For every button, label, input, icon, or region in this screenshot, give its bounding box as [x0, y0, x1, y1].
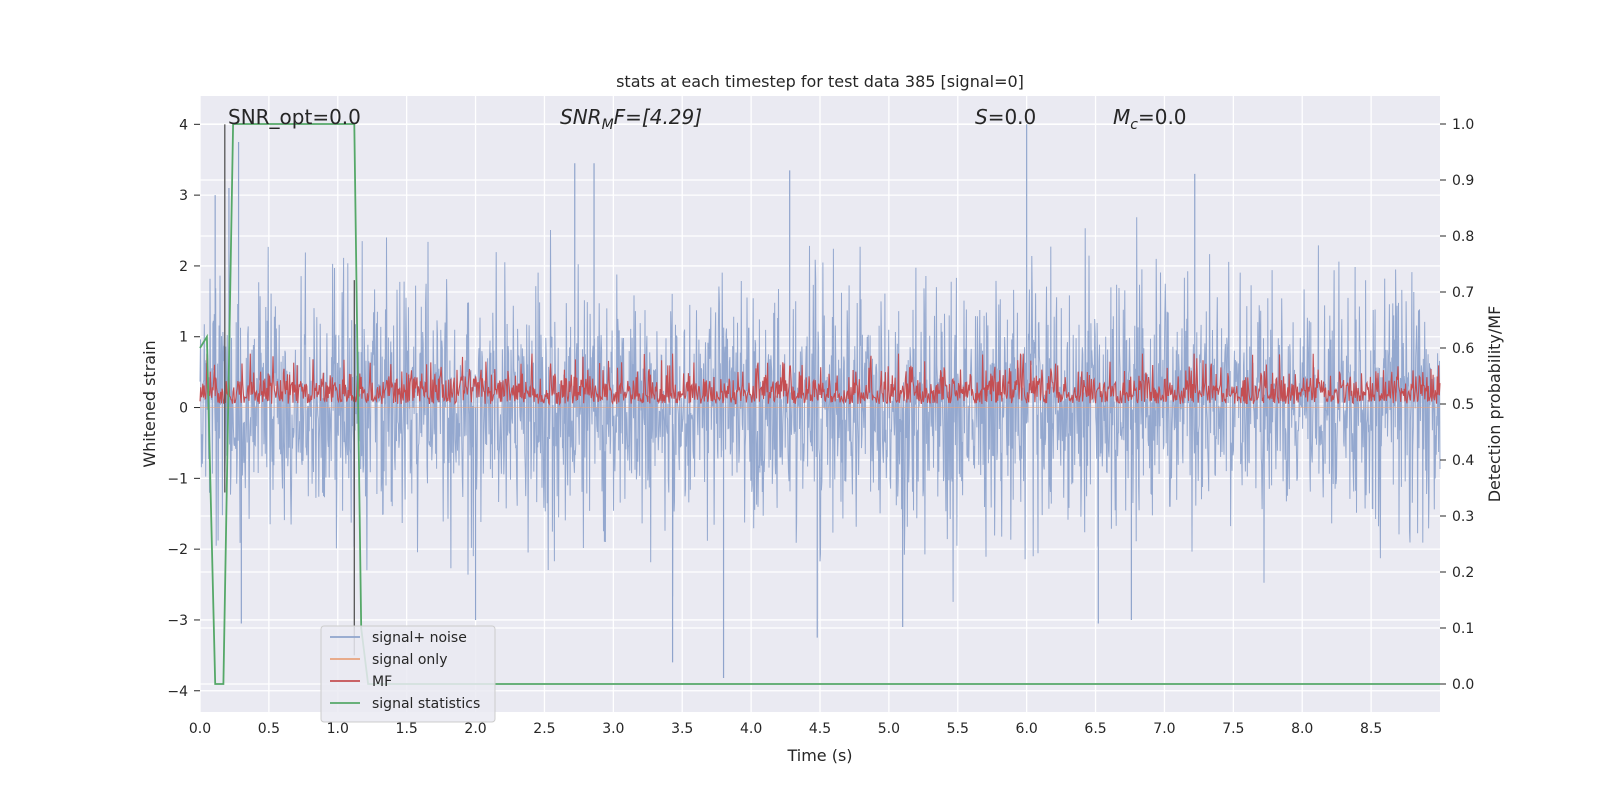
x-tick-label: 3.5 — [671, 721, 693, 737]
legend: signal+ noise signal only MF signal statist… — [320, 625, 496, 723]
legend-box — [320, 625, 496, 723]
y2-tick-label: 0.6 — [1452, 341, 1474, 357]
x-tick-label: 5.5 — [947, 721, 969, 737]
y-tick-label: 2 — [179, 259, 188, 275]
annotation-s: S=0.0 — [975, 105, 1036, 129]
y-tick-label: −4 — [167, 684, 188, 700]
x-tick-label: 6.0 — [1016, 721, 1038, 737]
x-tick-label: 6.5 — [1084, 721, 1106, 737]
x-tick-label: 2.0 — [464, 721, 486, 737]
y-tick-label: −3 — [167, 613, 188, 629]
vertical-markers — [224, 124, 355, 656]
chart-title: stats at each timestep for test data 385… — [616, 72, 1024, 91]
x-tick-label: 3.0 — [602, 721, 624, 737]
y2-tick-label: 0.3 — [1452, 509, 1474, 525]
legend-label: signal+ noise — [372, 630, 467, 646]
x-tick-label: 0.0 — [189, 721, 211, 737]
y2-tick-label: 0.9 — [1452, 173, 1474, 189]
y2-tick-label: 0.0 — [1452, 677, 1474, 693]
signal-statistics-line — [199, 123, 1440, 685]
x-tick-label: 8.0 — [1291, 721, 1313, 737]
x-axis-ticks: 0.0 0.5 1.0 1.5 2.0 2.5 3.0 3.5 4.0 4.5 5.0 5.5 6.0 6… — [189, 721, 1382, 737]
y2-tick-label: 0.2 — [1452, 565, 1474, 581]
y-axis-label: Whitened strain — [140, 340, 159, 467]
annotation-snr-mf-sub: M — [602, 117, 614, 133]
x-tick-label: 7.5 — [1222, 721, 1244, 737]
annotation-mc: Mc=0.0 — [1113, 105, 1187, 133]
annotation-mc-sub: c — [1130, 117, 1138, 133]
annotation-snr-mf: SNRMF=[4.29] — [560, 105, 702, 133]
x-tick-label: 4.0 — [740, 721, 762, 737]
x-tick-label: 1.0 — [327, 721, 349, 737]
annotation-s-value: =0.0 — [988, 105, 1037, 129]
y2-axis-ticks: 1.0 0.9 0.8 0.7 0.6 0.5 0.4 0.3 0.2 0.1 0.0 — [1440, 117, 1474, 693]
legend-items: signal+ noise signal only MF signal statist… — [330, 630, 480, 712]
y-tick-label: 3 — [179, 188, 188, 204]
y-tick-label: −1 — [167, 471, 188, 487]
y2-tick-label: 1.0 — [1452, 117, 1474, 133]
x-tick-label: 7.0 — [1153, 721, 1175, 737]
y-tick-label: 1 — [179, 330, 188, 346]
y-tick-label: 4 — [179, 117, 188, 133]
y2-tick-label: 0.5 — [1452, 397, 1474, 413]
y2-tick-label: 0.1 — [1452, 621, 1474, 637]
signal-noise-series — [199, 124, 1441, 679]
y-axis-ticks: 4 3 2 1 0 −1 −2 −3 −4 — [167, 117, 200, 700]
y-tick-label: 0 — [179, 401, 188, 417]
x-tick-label: 2.5 — [533, 721, 555, 737]
x-tick-label: 8.5 — [1360, 721, 1382, 737]
annotation-mc-main: M — [1113, 105, 1130, 129]
x-tick-label: 0.5 — [258, 721, 280, 737]
signal-statistics-series — [199, 123, 1440, 685]
x-tick-label: 5.0 — [878, 721, 900, 737]
annotation-snr-mf-rest: F=[4.29] — [614, 105, 702, 129]
y2-tick-label: 0.8 — [1452, 229, 1474, 245]
mf-line — [199, 353, 1441, 406]
x-tick-label: 1.5 — [396, 721, 418, 737]
annotation-mc-value: =0.0 — [1138, 105, 1187, 129]
annotation-s-label: S — [975, 105, 988, 129]
y2-tick-label: 0.7 — [1452, 285, 1474, 301]
legend-label: MF — [372, 674, 392, 690]
legend-label: signal only — [372, 652, 447, 668]
y2-axis-label: Detection probability/MF — [1485, 306, 1504, 503]
annotation-snr-mf-main: SNR — [560, 105, 602, 129]
legend-label: signal statistics — [372, 696, 480, 712]
y2-tick-label: 0.4 — [1452, 453, 1474, 469]
x-tick-label: 4.5 — [809, 721, 831, 737]
annotation-snr-opt: SNR_opt=0.0 — [228, 105, 361, 129]
mf-series — [199, 353, 1441, 406]
y-tick-label: −2 — [167, 542, 188, 558]
x-axis-label: Time (s) — [786, 746, 852, 765]
